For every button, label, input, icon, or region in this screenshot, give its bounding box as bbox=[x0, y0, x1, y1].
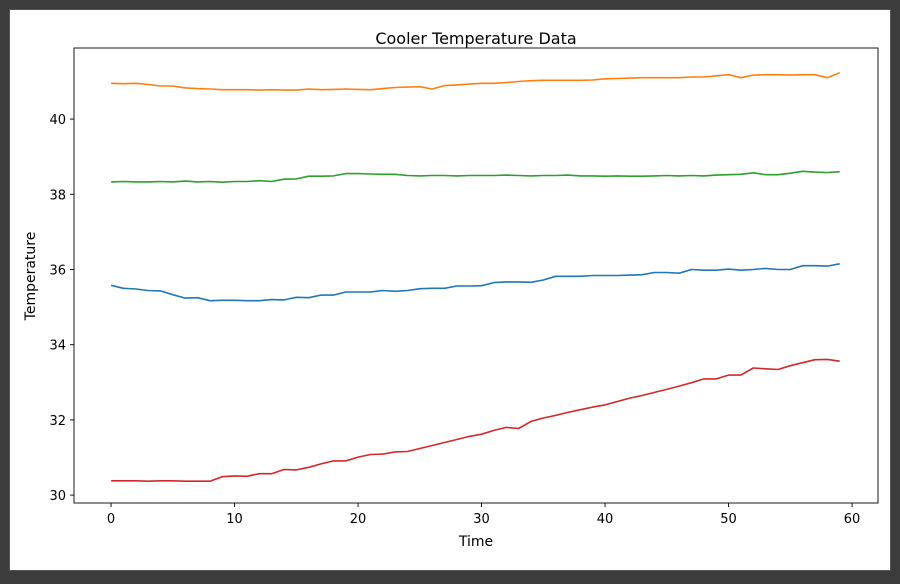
y-tick-label: 32 bbox=[49, 414, 66, 429]
x-tick-label: 10 bbox=[226, 512, 243, 527]
x-tick-label: 50 bbox=[720, 512, 737, 527]
series-line-3 bbox=[111, 358, 840, 483]
axes-frame bbox=[73, 47, 879, 504]
chart-title: Cooler Temperature Data bbox=[375, 29, 576, 48]
x-tick-label: 0 bbox=[107, 512, 115, 527]
y-tick-label: 34 bbox=[49, 339, 66, 354]
y-axis-label: Temperature bbox=[23, 232, 39, 322]
y-tick-label: 40 bbox=[49, 113, 66, 128]
plot-area: 0 10 20 30 40 50 60 30 32 34 36 38 40 bbox=[49, 47, 879, 527]
series-line-2 bbox=[111, 170, 840, 183]
y-tick-label: 38 bbox=[49, 188, 66, 203]
x-tick-label: 20 bbox=[350, 512, 367, 527]
y-tick-label: 36 bbox=[49, 263, 66, 278]
x-tick-label: 40 bbox=[597, 512, 614, 527]
x-tick-label: 60 bbox=[844, 512, 861, 527]
series-line-1 bbox=[111, 72, 840, 91]
x-axis-label: Time bbox=[458, 534, 493, 550]
x-tick-label: 30 bbox=[473, 512, 490, 527]
y-tick-label: 30 bbox=[49, 489, 66, 504]
series-line-0 bbox=[110, 263, 840, 302]
